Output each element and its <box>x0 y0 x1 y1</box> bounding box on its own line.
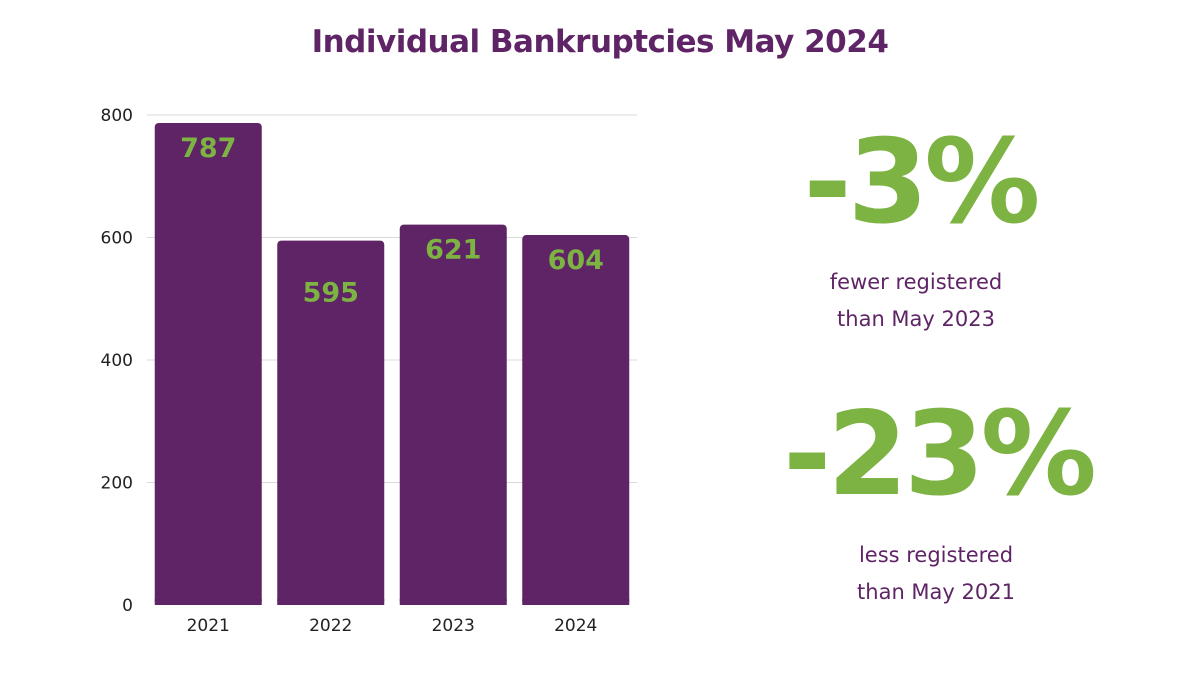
data-label: 621 <box>425 235 481 266</box>
x-tick-label: 2024 <box>554 616 597 636</box>
bar-base-2023 <box>399 599 507 605</box>
stat-value-vs-2023: -3% <box>803 115 1040 250</box>
x-tick-label: 2023 <box>432 616 475 636</box>
bar-2024 <box>522 235 630 606</box>
bar-base-2021 <box>154 599 262 605</box>
bar-base-2022 <box>277 599 385 605</box>
x-tick-label: 2021 <box>187 616 230 636</box>
stat-caption-line: than May 2023 <box>837 307 995 331</box>
stat-caption-line: fewer registered <box>829 270 1003 294</box>
stat-caption-line: than May 2021 <box>857 580 1015 604</box>
y-tick-label: 600 <box>101 229 133 249</box>
stat-caption-line: less registered <box>858 543 1014 567</box>
y-tick-label: 400 <box>101 351 133 371</box>
y-tick-label: 200 <box>101 474 133 494</box>
stat-caption-vs-2021: less registered than May 2021 <box>776 537 1096 611</box>
data-label: 787 <box>180 133 236 164</box>
bar-2023 <box>399 224 507 605</box>
bar-2021 <box>154 122 262 606</box>
y-tick-label: 800 <box>101 106 133 126</box>
y-tick-label: 0 <box>122 596 133 616</box>
stat-caption-vs-2023: fewer registered than May 2023 <box>756 264 1076 338</box>
bar-base-2024 <box>522 599 630 605</box>
data-label: 595 <box>303 278 359 309</box>
bar-2022 <box>277 240 385 605</box>
x-tick-label: 2022 <box>309 616 352 636</box>
stat-value-vs-2021: -23% <box>783 387 1097 522</box>
data-label: 604 <box>548 245 604 276</box>
chart-title: Individual Bankruptcies May 2024 <box>311 24 889 60</box>
